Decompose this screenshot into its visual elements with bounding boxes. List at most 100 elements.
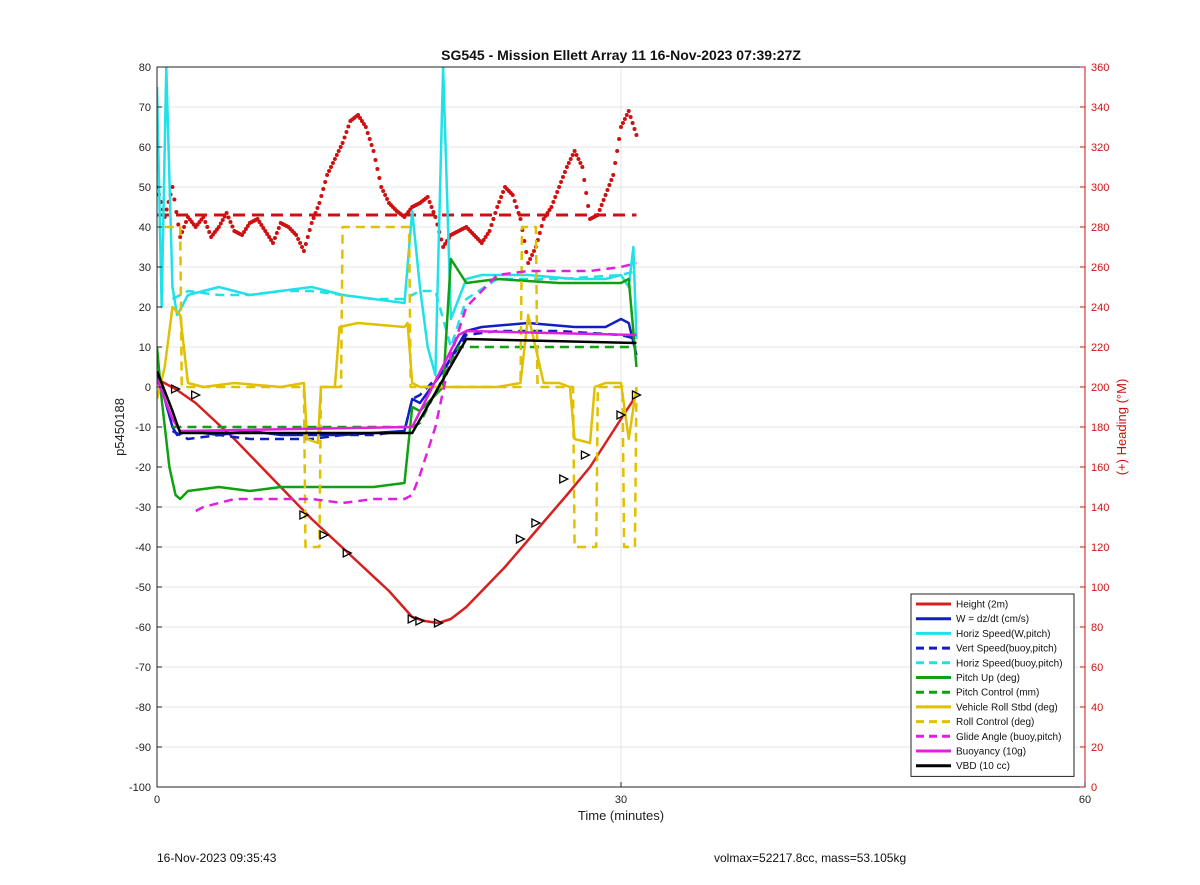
- heading-point: [549, 205, 554, 209]
- heading-point: [356, 113, 361, 117]
- heading-point: [572, 149, 577, 153]
- heading-point: [516, 211, 521, 215]
- heading-point: [545, 211, 550, 215]
- heading-point: [323, 180, 328, 184]
- heading-point: [537, 231, 542, 235]
- heading-point: [298, 241, 303, 245]
- y2-tick-label: 360: [1091, 62, 1109, 74]
- heading-point: [518, 217, 523, 221]
- heading-point: [562, 170, 567, 174]
- height-marker: [631, 389, 642, 401]
- y-tick-label: 70: [139, 102, 151, 114]
- legend-label: Glide Angle (buoy,pitch): [956, 732, 1061, 743]
- y2-tick-label: 280: [1091, 222, 1109, 234]
- y2-tick-label: 20: [1091, 742, 1103, 754]
- heading-point: [361, 122, 366, 126]
- heading-point: [344, 130, 349, 134]
- y2-tick-label: 200: [1091, 382, 1109, 394]
- heading-point: [367, 137, 372, 141]
- heading-point: [359, 119, 364, 123]
- heading-point: [427, 200, 432, 204]
- heading-point: [526, 261, 531, 265]
- y-tick-label: -50: [135, 582, 151, 594]
- heading-point: [547, 208, 552, 212]
- height-marker: [170, 383, 182, 395]
- heading-point: [433, 215, 438, 219]
- heading-point: [381, 189, 386, 193]
- height-marker: [515, 533, 526, 545]
- heading-point: [303, 242, 308, 246]
- heading-point: [274, 231, 279, 235]
- heading-point: [257, 220, 262, 224]
- heading-point: [230, 224, 235, 229]
- heading-point: [576, 157, 581, 161]
- y-axis-right: 3603403203002802602402202001801601401201…: [1080, 62, 1109, 794]
- heading-point: [551, 200, 556, 204]
- heading-point: [224, 211, 229, 215]
- heading-point: [491, 217, 496, 221]
- y2-tick-label: 140: [1091, 502, 1109, 514]
- heading-point: [528, 257, 533, 261]
- heading-point: [334, 153, 339, 157]
- heading-point: [184, 220, 188, 224]
- heading-point: [226, 215, 231, 220]
- heading-point: [222, 214, 227, 219]
- heading-point: [358, 116, 362, 120]
- y-tick-label: -100: [129, 782, 151, 794]
- y2-tick-label: 320: [1091, 142, 1109, 154]
- heading-point: [497, 200, 502, 204]
- heading-point: [336, 149, 341, 153]
- heading-point: [599, 203, 604, 207]
- height-marker: [299, 509, 310, 521]
- heading-point: [379, 185, 384, 189]
- series-line-9: [195, 261, 637, 513]
- heading-point: [259, 223, 264, 227]
- y-tick-label: 10: [139, 342, 151, 354]
- heading-point: [530, 253, 535, 257]
- heading-point: [317, 201, 322, 205]
- height-marker: [531, 517, 542, 529]
- y2-tick-label: 0: [1091, 782, 1097, 794]
- footer-timestamp: 16-Nov-2023 09:35:43: [157, 851, 277, 865]
- heading-point: [271, 241, 275, 245]
- y-tick-label: 0: [145, 382, 151, 394]
- y-tick-label: -80: [135, 702, 151, 714]
- height-marker: [319, 529, 330, 541]
- heading-point: [586, 204, 591, 208]
- heading-point: [311, 216, 316, 220]
- x-tick-label: 30: [615, 794, 627, 806]
- heading-point: [182, 225, 187, 229]
- heading-point: [245, 224, 250, 228]
- legend-box: [910, 593, 1075, 777]
- height-marker: [407, 613, 418, 625]
- heading-point: [296, 237, 301, 241]
- heading-point: [207, 230, 212, 234]
- heading-point: [346, 124, 351, 129]
- footer-volmax-mass: volmax=52217.8cc, mass=53.105kg: [714, 851, 907, 865]
- heading-point: [319, 194, 324, 198]
- y-tick-label: -10: [135, 422, 151, 434]
- legend-label: VBD (10 cc): [956, 761, 1010, 772]
- chart-title: SG545 - Mission Ellett Array 11 16-Nov-2…: [441, 47, 801, 63]
- heading-point: [170, 185, 175, 189]
- heading-point: [201, 215, 206, 219]
- y-tick-label: 40: [139, 222, 151, 234]
- heading-point: [561, 175, 565, 179]
- y2-tick-label: 160: [1091, 462, 1109, 474]
- heading-point: [557, 185, 562, 189]
- heading-point: [263, 229, 268, 233]
- y-axis-left: 80 70 60 50 40 30 20 10 0 -10 -20 -30 -40 -50 -60 -70 -8…: [129, 62, 162, 794]
- heading-point: [431, 210, 436, 214]
- heading-point: [164, 207, 169, 212]
- heading-point: [495, 205, 500, 209]
- heading-point: [485, 232, 490, 236]
- y2-tick-label: 240: [1091, 302, 1109, 314]
- heading-point: [499, 195, 504, 199]
- heading-point: [609, 178, 614, 182]
- y2-tick-label: 180: [1091, 422, 1109, 434]
- heading-point: [443, 242, 448, 246]
- heading-point: [620, 121, 625, 125]
- heading-point: [622, 117, 627, 121]
- heading-point: [578, 161, 583, 165]
- y-tick-label: -90: [135, 742, 151, 754]
